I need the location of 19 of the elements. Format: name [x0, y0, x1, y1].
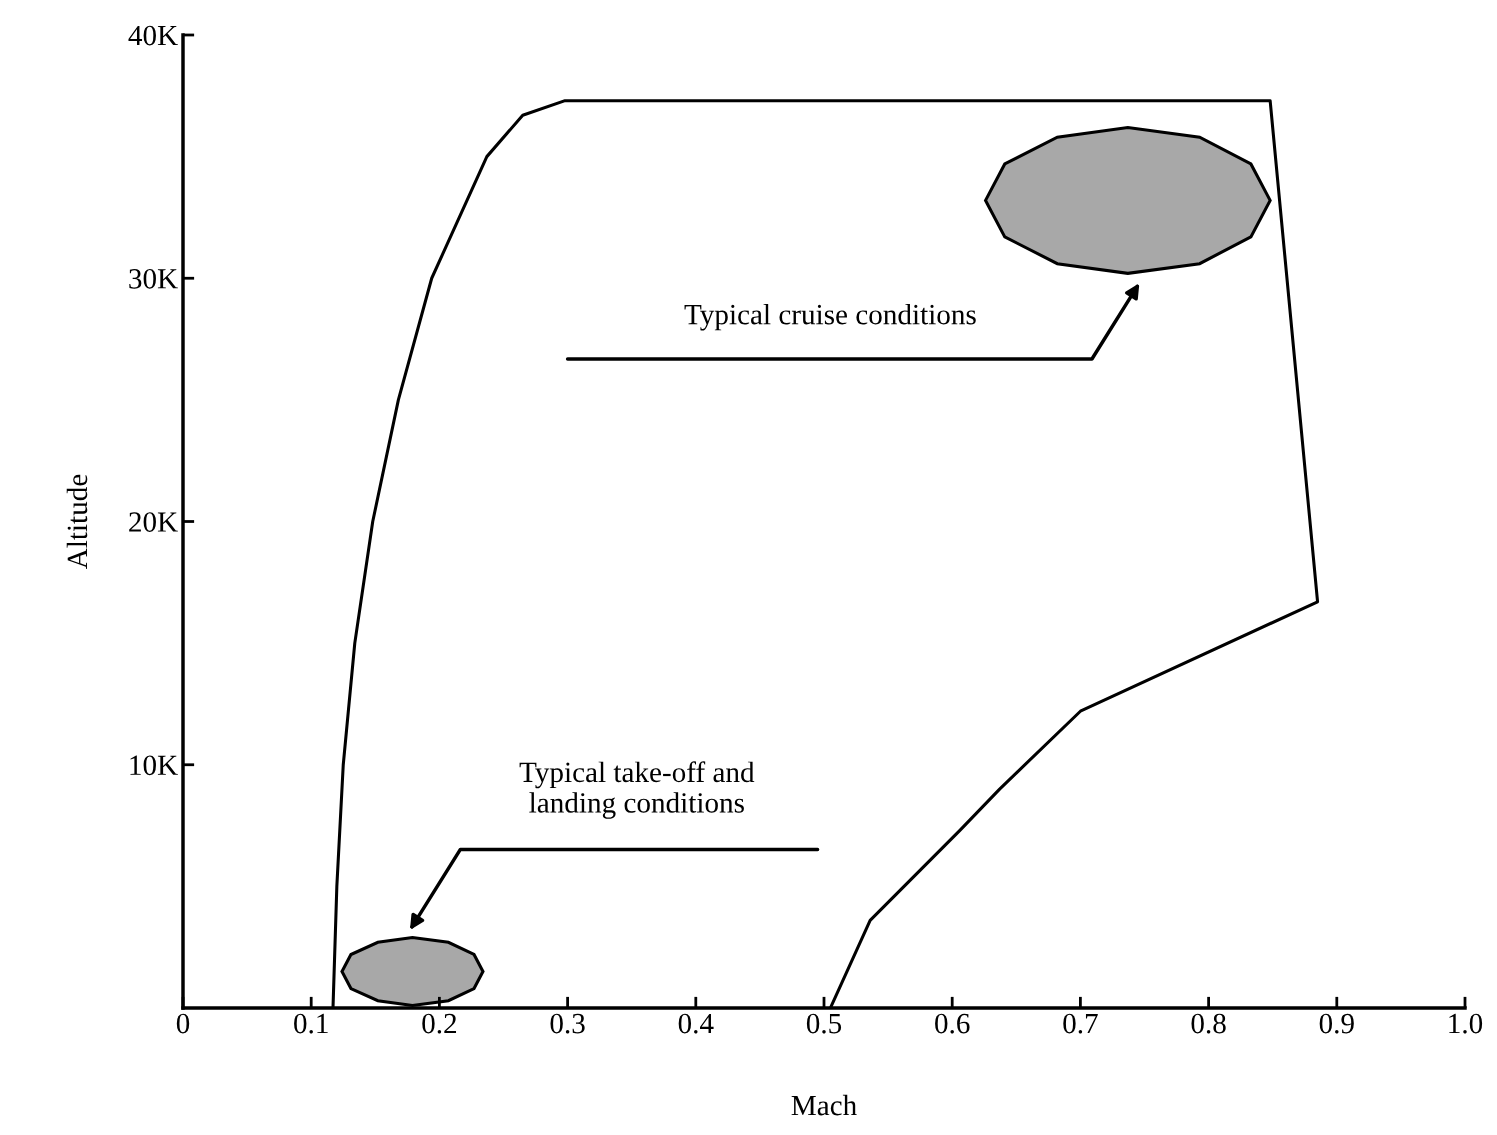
x-tick-label: 0.7 [1063, 1013, 1098, 1034]
x-tick-label: 0.3 [550, 1013, 585, 1034]
y-tick-label: 20K [129, 512, 178, 532]
y-tick-label: 40K [128, 25, 178, 46]
y-tick-label: 30K [129, 268, 178, 289]
x-tick-label: 1.0 [1449, 1013, 1483, 1034]
y-axis-title: Altitude [66, 474, 88, 570]
x-tick-label: 0 [176, 1013, 190, 1034]
x-tick-label: 0.6 [935, 1013, 970, 1034]
x-tick-label: 0.8 [1191, 1013, 1226, 1034]
annotation: Typical cruise conditions [684, 303, 976, 331]
x-tick-label: 0.4 [678, 1013, 714, 1034]
x-axis-title: Mach [791, 1094, 857, 1116]
x-tick-label: 0.1 [294, 1013, 328, 1034]
annotation: Typical take-off and landing conditions [519, 761, 755, 819]
x-tick-label: 0.9 [1319, 1013, 1354, 1034]
x-tick-label: 0.2 [422, 1013, 457, 1034]
x-tick-label: 0.5 [806, 1013, 842, 1034]
y-tick-label: 10K [130, 755, 178, 776]
